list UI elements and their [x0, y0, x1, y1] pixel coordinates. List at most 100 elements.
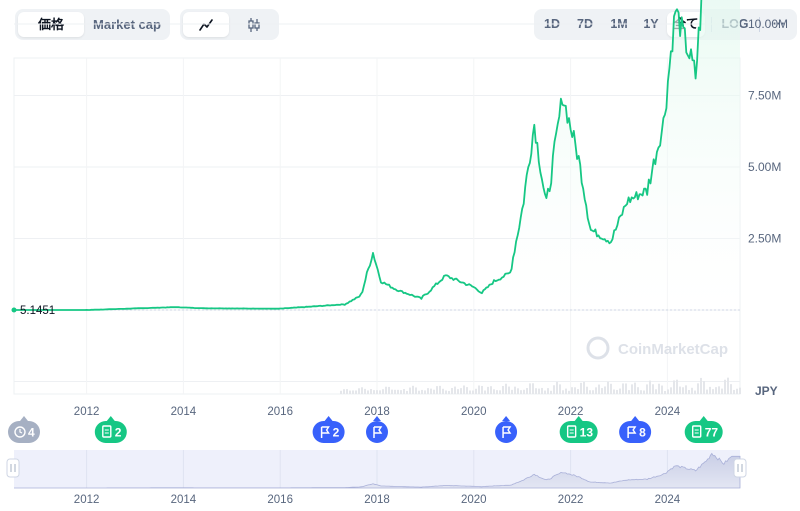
event-count: 13 [580, 426, 594, 440]
volume-bar [580, 382, 582, 394]
volume-bar [694, 390, 696, 394]
volume-bar [655, 389, 657, 394]
volume-bar [712, 389, 714, 394]
volume-bar [679, 386, 681, 394]
volume-bar [664, 390, 666, 394]
event-marker-flag[interactable] [495, 416, 518, 443]
volume-bar [652, 384, 654, 394]
volume-bar [379, 390, 381, 394]
volume-bar [577, 389, 579, 394]
volume-bar [466, 387, 468, 394]
volume-bar [700, 377, 702, 394]
volume-bar [505, 383, 507, 394]
volume-bar [349, 390, 351, 394]
event-marker-news[interactable]: 13 [559, 416, 598, 443]
volume-bar [682, 387, 684, 394]
volume-bar [430, 388, 432, 394]
volume-bar [538, 388, 540, 394]
volume-bar [532, 383, 534, 394]
volume-bar [676, 379, 678, 394]
event-marker-flag[interactable] [366, 416, 388, 443]
start-price-dot [11, 307, 17, 313]
volume-bar [607, 381, 609, 394]
volume-bar [385, 386, 387, 394]
y-tick-label: 2.50M [748, 232, 781, 246]
flag-icon [320, 426, 330, 438]
event-count: 8 [639, 426, 646, 440]
event-count: 2 [115, 426, 122, 440]
y-tick-label: 10.00M [748, 17, 788, 31]
volume-bar [643, 390, 645, 394]
event-marker-news[interactable]: 77 [684, 416, 723, 443]
coinmarketcap-logo-icon [586, 336, 610, 360]
volume-bar [661, 385, 663, 394]
volume-bar [412, 385, 414, 394]
x-tick-label: 2012 [74, 406, 100, 418]
volume-bar [634, 382, 636, 394]
volume-bar [571, 387, 573, 394]
volume-bar [691, 387, 693, 394]
navigator[interactable]: 2012 2014 2016 2018 2020 2022 2024 [6, 450, 747, 506]
volume-bar [658, 383, 660, 394]
x-tick-label: 2024 [655, 406, 681, 418]
flag-icon [627, 426, 637, 438]
volume-bar [583, 381, 585, 394]
volume-bar [343, 389, 345, 394]
volume-bar [400, 390, 402, 394]
volume-bar [553, 385, 555, 394]
currency-label: JPY [755, 384, 778, 398]
x-tick-label: 2016 [267, 406, 293, 418]
volume-bar [565, 388, 567, 394]
volume-bar [697, 383, 699, 394]
navigator-left-handle[interactable] [6, 458, 20, 478]
volume-bar [397, 389, 399, 394]
range-divider [759, 17, 760, 32]
volume-bar [637, 387, 639, 394]
flag-icon [373, 426, 383, 438]
volume-bar [394, 389, 396, 394]
event-marker-history[interactable]: 4 [8, 416, 40, 443]
event-marker-flag[interactable]: 2 [312, 416, 345, 443]
volume-bar [358, 388, 360, 394]
volume-bar [673, 380, 675, 394]
volume-bar [373, 390, 375, 394]
news-icon [692, 425, 702, 438]
more-options-button[interactable]: ··· [765, 12, 793, 37]
volume-bar [487, 386, 489, 394]
volume-bar [613, 389, 615, 394]
volume-bar [718, 386, 720, 394]
volume-bar [721, 388, 723, 394]
volume-bar [550, 390, 552, 394]
volume-bar [406, 390, 408, 394]
volume-bar [592, 390, 594, 394]
navigator-tick-label: 2020 [461, 494, 487, 506]
navigator-tick-label: 2016 [267, 494, 293, 506]
volume-bar [709, 386, 711, 394]
volume-bar [703, 381, 705, 394]
volume-bar [346, 389, 348, 394]
y-tick-label: 7.50M [748, 89, 781, 103]
volume-bar [586, 386, 588, 394]
volume-bar [589, 390, 591, 394]
volume-bar [733, 389, 735, 394]
event-marker-news[interactable]: 2 [94, 416, 127, 443]
volume-bar [403, 389, 405, 394]
volume-bar [496, 390, 498, 394]
volume-bar [631, 384, 633, 394]
more-dots-icon: ··· [772, 17, 786, 31]
volume-bar [376, 390, 378, 394]
volume-bar [520, 390, 522, 394]
navigator-tick-label: 2024 [655, 494, 681, 506]
navigator-tick-label: 2018 [364, 494, 390, 506]
event-marker-flag[interactable]: 8 [619, 416, 652, 443]
navigator-right-handle[interactable] [733, 458, 747, 478]
volume-bar [529, 383, 531, 394]
event-count: 77 [705, 426, 719, 440]
volume-bar [670, 387, 672, 394]
x-tick-label: 2020 [461, 406, 487, 418]
y-tick-label: 5.00M [748, 160, 781, 174]
watermark-text: CoinMarketCap [618, 341, 728, 358]
x-tick-label: 2022 [558, 406, 584, 418]
volume-bar [514, 386, 516, 394]
